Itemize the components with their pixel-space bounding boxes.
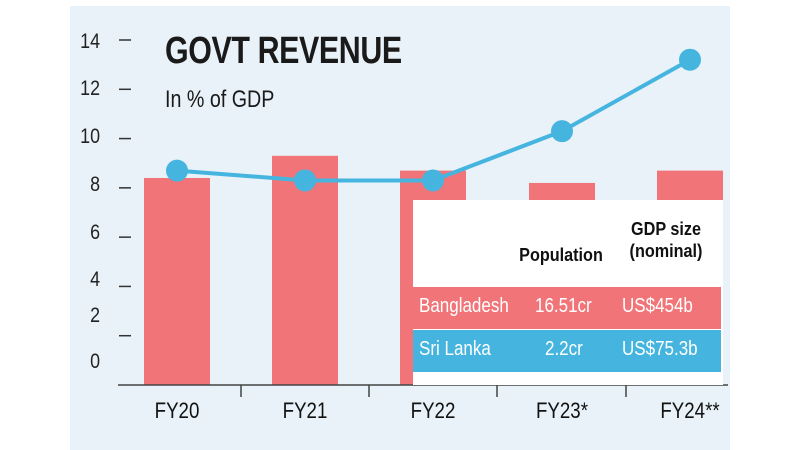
- gdp-value: US$454b: [622, 295, 693, 317]
- y-tick-label: 6: [90, 221, 100, 244]
- x-tick-label: FY24**: [660, 398, 720, 423]
- line-point-FY24**: [679, 48, 701, 71]
- line-point-FY22: [422, 169, 444, 192]
- line-point-FY23*: [551, 120, 573, 143]
- table-row-sri-lanka: Sri Lanka 2.2cr US$75.3b: [413, 330, 721, 372]
- chart-subtitle: In % of GDP: [165, 86, 275, 113]
- chart-title: GOVT REVENUE: [165, 30, 402, 72]
- bar-FY20: [144, 178, 210, 385]
- header-gdp-size: GDP size (nominal): [629, 219, 703, 261]
- population-value: 16.51cr: [535, 295, 592, 317]
- x-tick-label: FY20: [154, 398, 200, 423]
- y-tick-label: 2: [90, 304, 100, 327]
- gdp-value: US$75.3b: [622, 338, 698, 360]
- y-tick-label: 8: [90, 173, 100, 196]
- line-point-FY20: [166, 159, 188, 182]
- country-comparison-table: Population GDP size (nominal) Bangladesh…: [413, 200, 723, 385]
- y-tick-label: 12: [80, 77, 100, 100]
- bar-FY21: [272, 155, 338, 385]
- y-tick-label: 4: [90, 268, 100, 291]
- x-tick-label: FY22: [410, 398, 456, 423]
- y-tick-label: 0: [90, 350, 100, 373]
- y-tick-label: 10: [80, 125, 100, 148]
- country-name: Sri Lanka: [419, 338, 491, 360]
- population-value: 2.2cr: [545, 338, 583, 360]
- table-row-bangladesh: Bangladesh 16.51cr US$454b: [413, 287, 721, 329]
- x-tick-label: FY21: [282, 398, 328, 423]
- country-name: Bangladesh: [419, 295, 509, 317]
- x-tick-label: FY23*: [536, 398, 588, 423]
- series-line-sri-lanka: [176, 57, 691, 183]
- line-point-FY21: [294, 169, 316, 192]
- header-population: Population: [519, 245, 603, 265]
- y-tick-label: 14: [80, 30, 100, 53]
